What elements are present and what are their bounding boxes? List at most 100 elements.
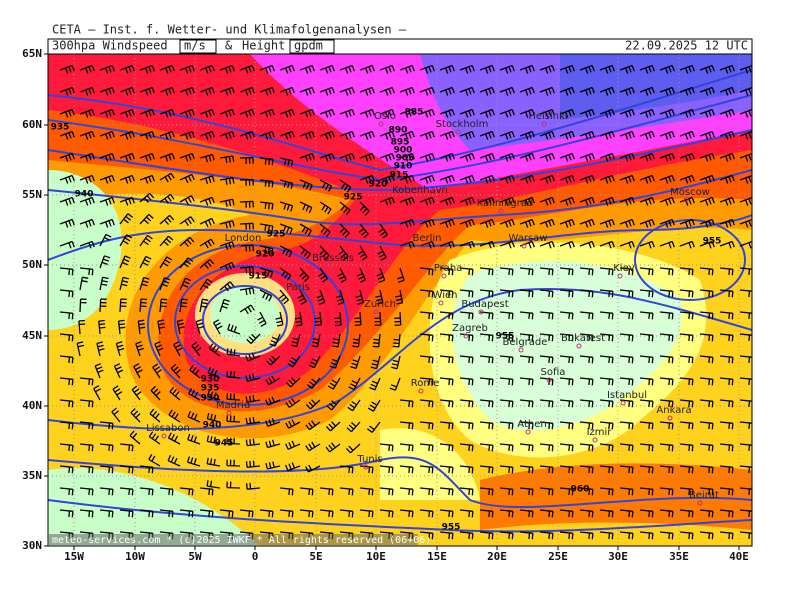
wind-barb (499, 108, 515, 118)
city-label: Athen (517, 419, 546, 430)
wind-barb (59, 152, 75, 162)
wind-barb (187, 411, 201, 423)
wind-barb (639, 399, 654, 408)
wind-barb (599, 355, 614, 364)
wind-barb (699, 86, 715, 96)
wind-barb (679, 377, 694, 386)
wind-barb (79, 130, 95, 140)
wind-barb (499, 443, 514, 452)
wind-barb (479, 130, 495, 140)
wind-barb (699, 421, 714, 430)
lon-label: 30E (608, 550, 628, 563)
wind-barb (579, 267, 594, 276)
wind-barb (99, 487, 114, 496)
wind-barb (519, 64, 535, 74)
wind-barb (679, 240, 695, 249)
wind-barb (319, 108, 335, 118)
wind-barb (479, 311, 494, 320)
wind-barb (345, 443, 361, 454)
wind-barb (59, 64, 75, 74)
wind-barb (359, 174, 375, 184)
wind-barb (419, 333, 434, 342)
wind-barb (79, 152, 95, 162)
wind-barb (699, 174, 715, 184)
wind-barb (579, 509, 594, 518)
wind-barb (287, 355, 301, 368)
wind-barb (519, 311, 534, 320)
lat-label: 45N (22, 329, 42, 342)
wind-barb (226, 415, 241, 423)
contour-label: 920 (256, 250, 275, 260)
city-label: Brussels (312, 253, 354, 264)
wind-barb (719, 218, 735, 228)
wind-barb (619, 509, 634, 518)
wind-barb (79, 174, 95, 184)
wind-barb (539, 443, 554, 452)
city-label: Budapest (461, 299, 508, 310)
wind-barb (186, 456, 201, 467)
wind-barb (539, 218, 555, 228)
wind-barb (579, 443, 594, 452)
wind-barb (479, 64, 495, 74)
wind-barb (459, 487, 474, 496)
wind-barb (739, 531, 752, 540)
wind-barb (119, 509, 134, 518)
wind-barb (599, 174, 615, 184)
wind-barb (219, 241, 235, 251)
city-label: Warsaw (508, 233, 547, 244)
wind-barb (519, 108, 535, 118)
wind-barb (419, 311, 434, 320)
wind-barb (559, 377, 574, 386)
wind-barb (579, 377, 594, 386)
contour-label: 915 (249, 272, 268, 282)
wind-barb (339, 64, 355, 74)
wind-barb (439, 443, 454, 452)
wind-barb (199, 509, 214, 518)
wind-barb (167, 432, 181, 445)
contour-label: 915 (390, 171, 409, 181)
wind-barb (399, 108, 415, 118)
wind-barb (539, 267, 554, 276)
wind-barb (226, 370, 241, 379)
wind-barb (99, 174, 115, 184)
wind-barb (679, 64, 695, 74)
wind-barb (559, 333, 574, 342)
wind-barb (639, 86, 655, 96)
city-label: Oslo (374, 111, 396, 122)
wind-barb (619, 86, 635, 96)
wind-barb (539, 487, 554, 496)
wind-barb (699, 333, 714, 342)
wind-barb (339, 108, 355, 118)
wind-barb (159, 152, 175, 162)
wind-barb (459, 196, 475, 206)
wind-barb (327, 377, 341, 390)
wind-barb (439, 421, 454, 430)
wind-barb (459, 399, 474, 408)
wind-barb (639, 289, 654, 298)
wind-barb (59, 487, 74, 496)
wind-barb (130, 408, 141, 423)
wind-barb (519, 267, 534, 276)
city-label: Beirut (689, 490, 719, 501)
wind-barb (94, 363, 104, 379)
wind-barb (519, 86, 535, 96)
wind-barb (399, 509, 414, 518)
wind-barb (579, 421, 594, 430)
wind-barb (279, 201, 294, 212)
wind-barb (179, 130, 195, 140)
wind-barb (499, 218, 515, 228)
city-label: Ankara (656, 405, 691, 416)
wind-barb (219, 177, 235, 185)
wind-barb (207, 367, 221, 379)
wind-barb (619, 64, 635, 74)
wind-barb (391, 355, 401, 370)
lon-label: 20E (487, 550, 507, 563)
wind-barb (599, 240, 615, 249)
wind-barb (99, 64, 115, 74)
wind-barb (679, 509, 694, 518)
contour-label: 945 (215, 439, 234, 449)
city-marker (620, 400, 626, 406)
wind-barb (539, 174, 555, 184)
wind-barb (619, 108, 635, 118)
wind-barb (159, 214, 175, 225)
